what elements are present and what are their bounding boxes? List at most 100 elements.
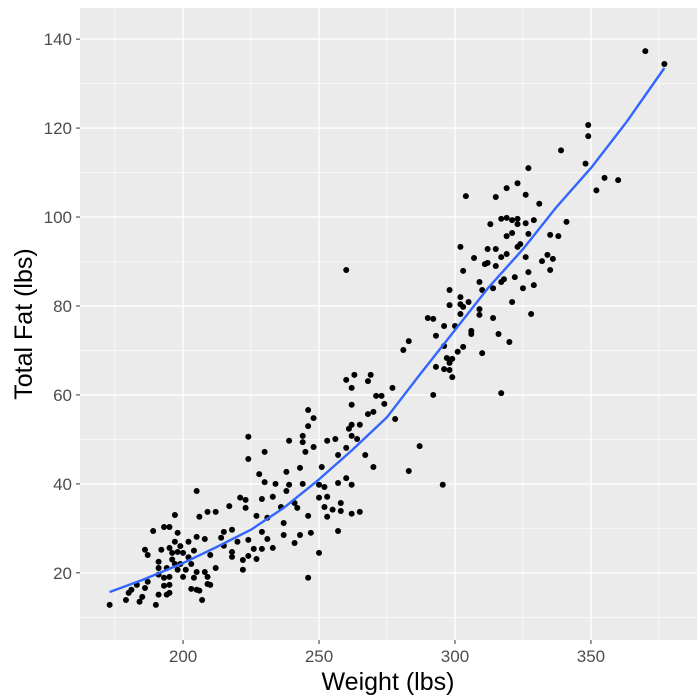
data-point xyxy=(161,582,168,589)
data-point xyxy=(506,339,513,346)
data-point xyxy=(522,191,529,198)
data-point xyxy=(430,315,437,322)
data-point xyxy=(305,574,312,581)
x-axis-ticks: 200 250 300 350 xyxy=(169,640,605,666)
data-point xyxy=(389,384,396,391)
data-point xyxy=(471,254,478,261)
data-point xyxy=(354,435,361,442)
data-point xyxy=(316,549,323,556)
y-tick-label: 40 xyxy=(53,475,72,494)
data-point xyxy=(272,480,279,487)
data-point xyxy=(370,408,377,415)
data-point xyxy=(258,545,265,552)
data-point xyxy=(479,286,486,293)
data-point xyxy=(316,494,323,501)
data-point xyxy=(490,285,497,292)
data-point xyxy=(269,493,276,500)
y-tick-label: 100 xyxy=(44,208,72,227)
y-tick-label: 60 xyxy=(53,386,72,405)
data-point xyxy=(141,546,148,553)
data-point xyxy=(509,298,516,305)
data-point xyxy=(378,392,385,399)
data-point xyxy=(405,338,412,345)
data-point xyxy=(229,553,236,560)
data-point xyxy=(242,504,249,511)
data-point xyxy=(601,174,608,181)
x-axis-title: Weight (lbs) xyxy=(322,668,455,696)
data-point xyxy=(514,215,521,222)
data-point xyxy=(555,233,562,240)
data-point xyxy=(536,200,543,207)
data-point xyxy=(264,536,271,543)
smooth-fit-line xyxy=(109,67,666,594)
data-point xyxy=(481,261,488,268)
y-tick-label: 140 xyxy=(44,30,72,49)
data-point xyxy=(462,193,469,200)
data-point xyxy=(549,255,556,262)
data-point xyxy=(193,488,200,495)
smooth-line-group xyxy=(109,67,666,594)
data-point xyxy=(204,573,211,580)
data-point xyxy=(492,246,499,253)
data-point xyxy=(299,480,306,487)
data-point xyxy=(343,376,350,383)
data-point xyxy=(495,331,502,338)
data-point xyxy=(199,596,206,603)
data-point xyxy=(528,310,535,317)
data-point xyxy=(207,581,214,588)
data-point xyxy=(155,564,162,571)
data-point xyxy=(522,220,529,227)
data-point xyxy=(492,194,499,201)
data-point xyxy=(492,262,499,269)
data-point xyxy=(212,508,219,515)
data-point xyxy=(286,437,293,444)
data-point xyxy=(503,214,510,221)
data-point xyxy=(343,266,350,273)
data-point xyxy=(335,528,342,535)
data-point xyxy=(337,508,344,515)
data-point xyxy=(525,269,532,276)
data-point xyxy=(180,573,187,580)
data-point xyxy=(261,479,268,486)
data-point xyxy=(356,421,363,428)
data-point xyxy=(283,488,290,495)
data-point xyxy=(155,558,162,565)
data-point xyxy=(193,568,200,575)
data-point xyxy=(220,528,227,535)
data-point xyxy=(585,121,592,128)
data-point xyxy=(511,274,518,281)
data-point xyxy=(530,282,537,289)
data-point xyxy=(152,601,159,608)
data-point xyxy=(310,415,317,422)
data-point xyxy=(190,574,197,581)
data-point xyxy=(166,524,173,531)
data-point xyxy=(144,552,151,559)
data-point xyxy=(258,528,265,535)
data-point xyxy=(449,374,456,381)
data-point xyxy=(446,367,453,374)
data-point xyxy=(250,545,257,552)
data-point xyxy=(332,435,339,442)
data-point xyxy=(400,347,407,354)
data-point xyxy=(558,147,565,154)
data-point xyxy=(454,348,461,355)
data-point xyxy=(498,390,505,397)
data-point xyxy=(196,513,203,520)
data-points xyxy=(106,48,668,608)
data-point xyxy=(174,548,181,555)
data-point xyxy=(615,177,622,184)
data-point xyxy=(661,61,668,68)
data-point xyxy=(373,392,380,399)
data-point xyxy=(539,258,546,265)
data-point xyxy=(169,549,176,556)
data-point xyxy=(174,566,181,573)
data-point xyxy=(547,231,554,238)
x-tick-label: 200 xyxy=(169,647,197,666)
data-point xyxy=(242,496,249,503)
data-point xyxy=(305,512,312,519)
data-point xyxy=(348,481,355,488)
data-point xyxy=(207,552,214,559)
data-point xyxy=(286,481,293,488)
data-point xyxy=(150,528,157,535)
y-tick-label: 80 xyxy=(53,297,72,316)
